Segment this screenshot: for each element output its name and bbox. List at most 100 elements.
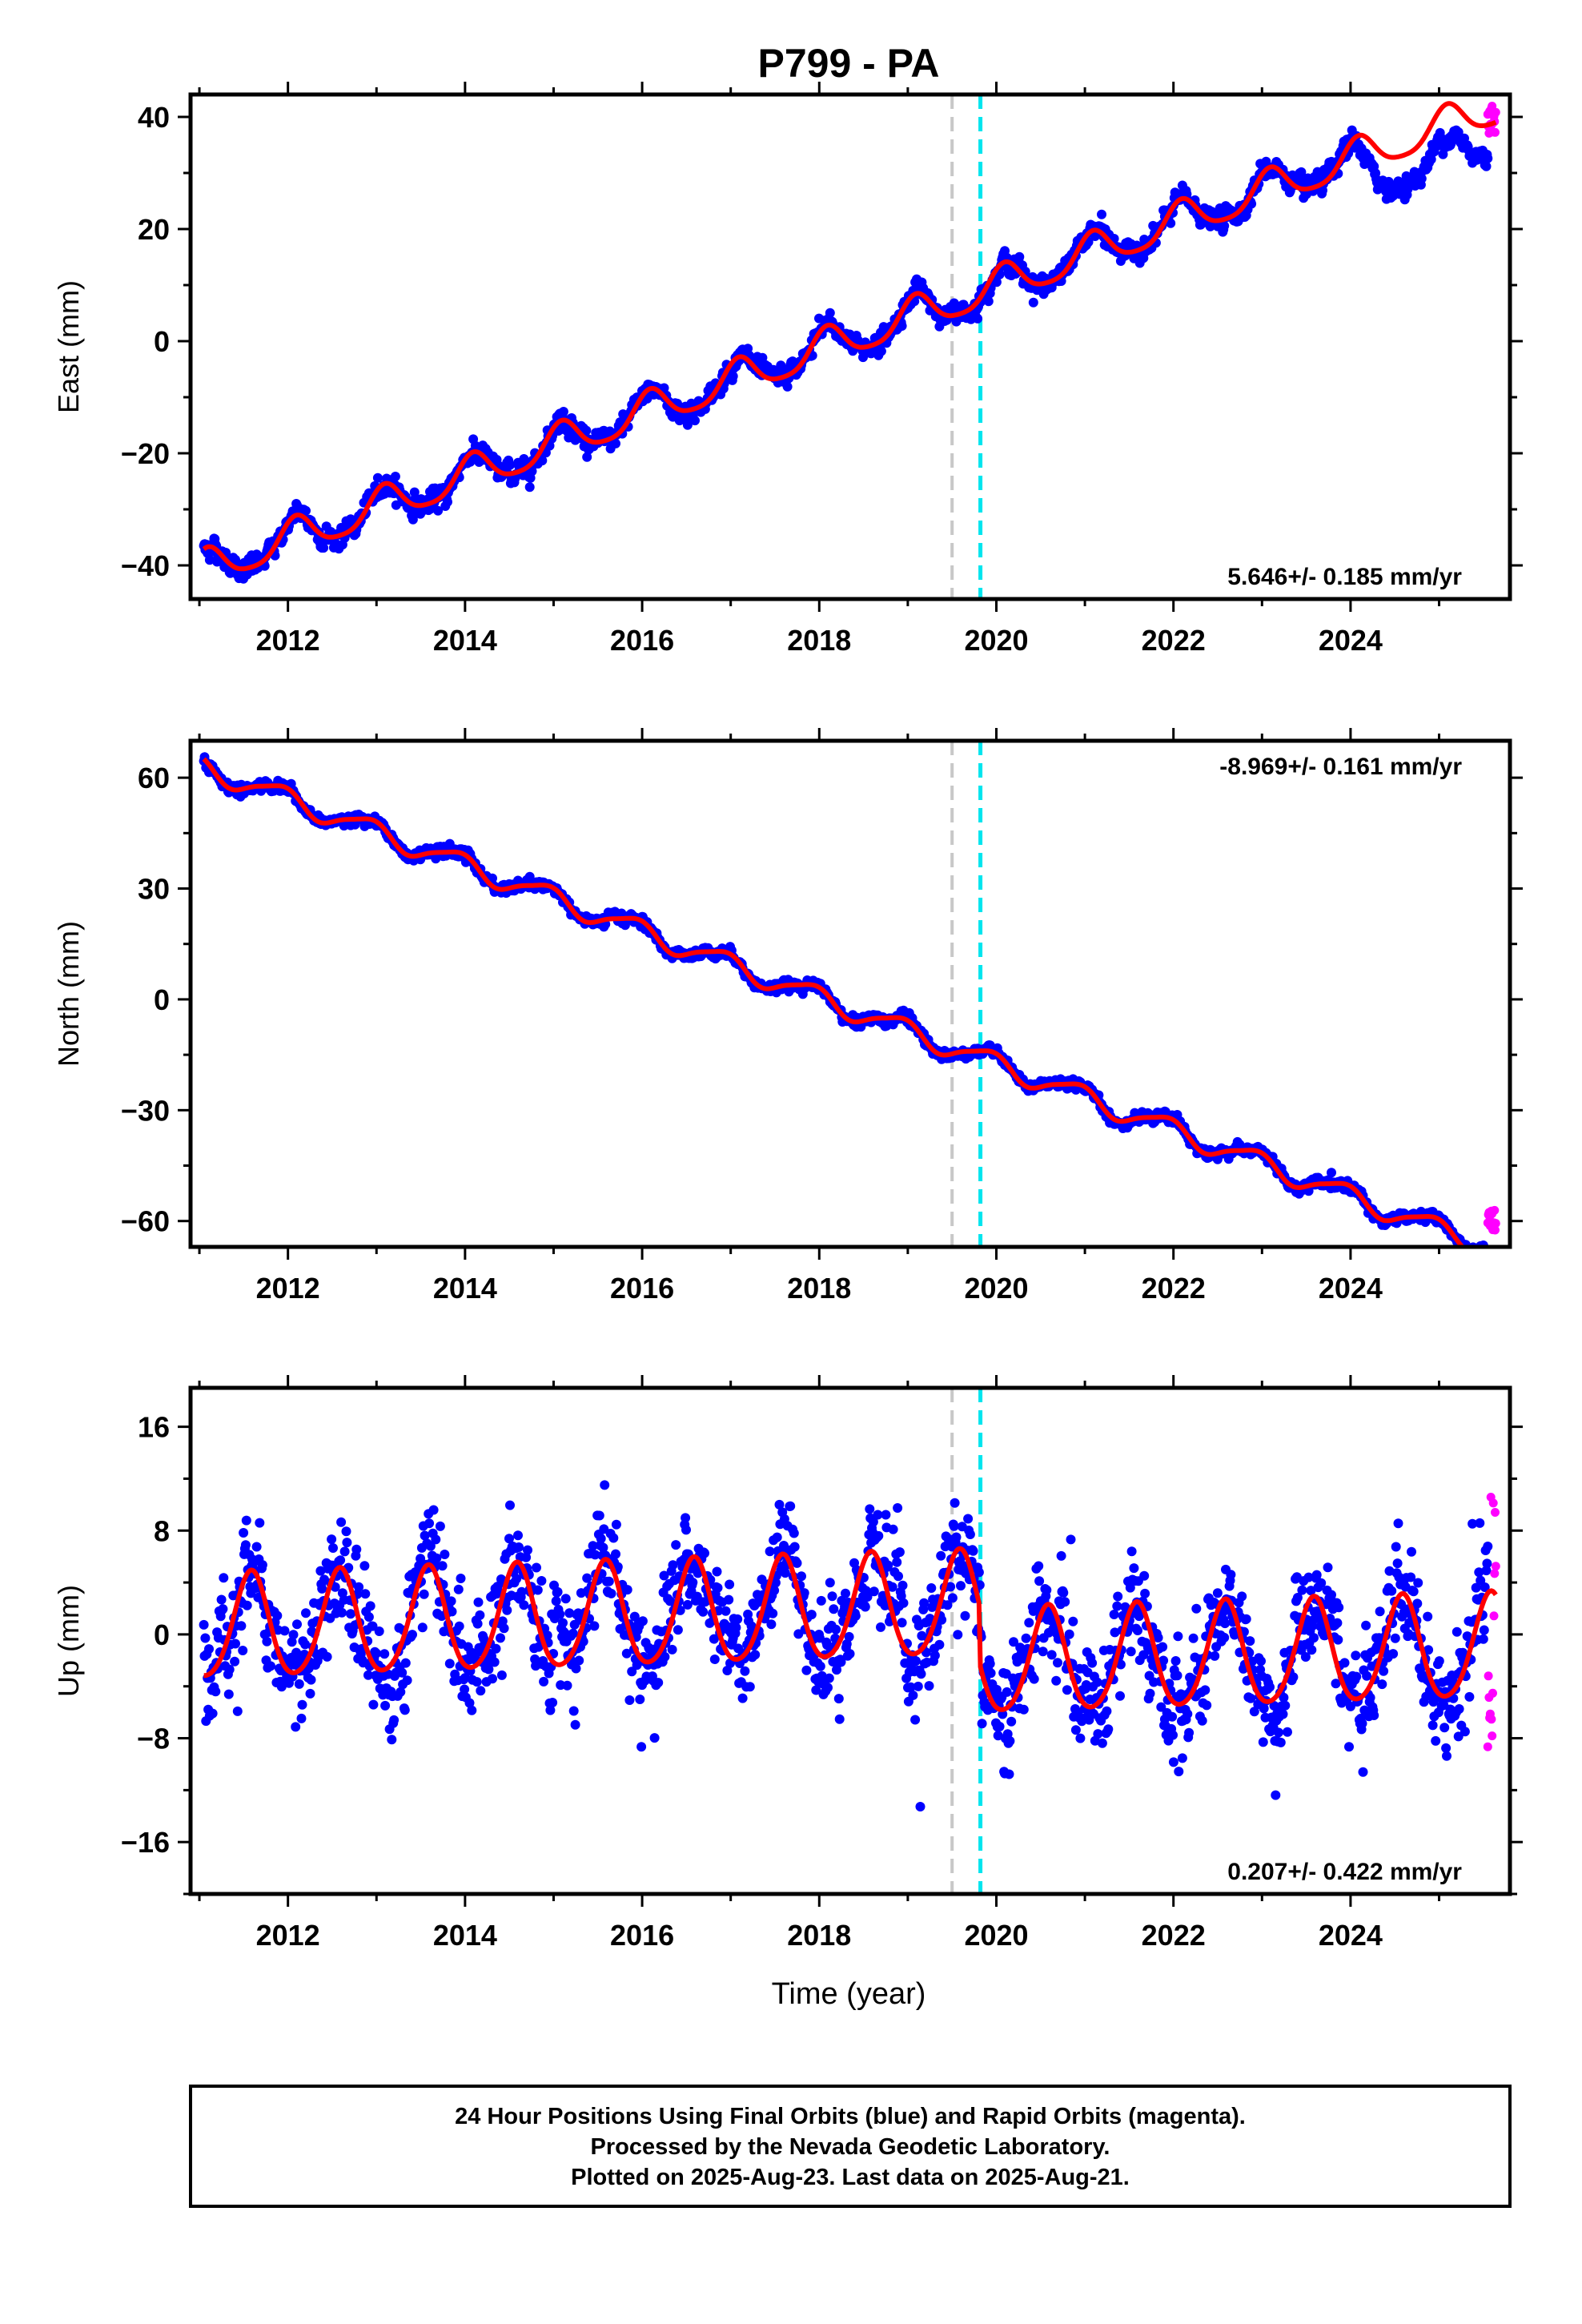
final-orbit-point (627, 1667, 637, 1677)
panel-3: 2012 2014 2016 2018 2020 2022 2024−16−80816Up … (52, 1375, 1523, 1952)
final-orbit-point (360, 1589, 371, 1599)
final-orbit-point (905, 1682, 916, 1692)
final-orbit-point (671, 1540, 681, 1550)
final-orbit-point (709, 1655, 720, 1664)
final-orbit-point (1469, 1248, 1479, 1257)
final-orbit-point (1053, 1658, 1062, 1668)
final-orbit-point (568, 1706, 579, 1716)
final-orbit-point (1034, 1576, 1045, 1586)
final-orbit-point (1021, 1633, 1031, 1643)
final-orbit-point (219, 1573, 229, 1583)
final-orbit-point (294, 1679, 304, 1689)
final-orbit-point (1060, 1597, 1070, 1607)
final-orbit-point (725, 1579, 735, 1590)
final-orbit-point (475, 1610, 485, 1620)
final-orbit-point (317, 1583, 327, 1594)
final-orbit-point (594, 1510, 604, 1521)
final-orbit-point (897, 1618, 907, 1628)
final-orbit-point (831, 1624, 841, 1634)
final-orbit-point (496, 1670, 507, 1680)
final-orbit-point (1046, 1650, 1057, 1660)
final-orbit-point (977, 1719, 987, 1729)
final-orbit-point (1126, 1546, 1137, 1557)
final-orbit-point (823, 1683, 833, 1693)
final-orbit-point (1064, 1629, 1074, 1639)
final-orbit-point (558, 407, 568, 416)
final-orbit-point (489, 1657, 500, 1667)
final-orbit-point (211, 1687, 221, 1697)
final-orbit-point (750, 1650, 761, 1660)
final-orbit-point (1103, 1724, 1114, 1735)
final-orbit-point (769, 1586, 780, 1595)
final-orbit-point (335, 1555, 346, 1566)
final-orbit-point (1092, 1677, 1102, 1687)
final-orbit-point (1140, 1588, 1150, 1598)
final-orbit-point (1024, 1618, 1034, 1628)
final-orbit-point (913, 1681, 923, 1691)
final-orbit-point (757, 352, 768, 363)
final-orbit-point (372, 472, 383, 483)
y-tick-label: 40 (138, 101, 170, 134)
final-orbit-point (551, 1596, 561, 1606)
final-orbit-point (1097, 1738, 1107, 1748)
final-orbit-point (834, 1714, 845, 1724)
final-orbit-point (681, 1513, 691, 1523)
final-orbit-point (374, 1626, 384, 1636)
y-tick-label: 20 (138, 213, 170, 246)
final-orbit-point (1158, 1655, 1169, 1666)
final-orbit-point (1058, 1587, 1069, 1598)
final-orbit-point (456, 1574, 466, 1583)
final-orbit-point (770, 1578, 781, 1588)
final-orbit-point (994, 1722, 1005, 1731)
final-orbit-point (1042, 1585, 1052, 1595)
final-orbit-point (199, 1619, 209, 1630)
final-orbit-point (824, 1673, 834, 1683)
final-orbit-point (949, 1521, 959, 1531)
x-tick-label: 2020 (964, 1272, 1028, 1305)
final-orbit-point (446, 1596, 456, 1606)
final-orbit-point (942, 1600, 953, 1610)
final-orbit-point (745, 1682, 755, 1692)
final-orbit-point (537, 456, 548, 466)
final-orbit-point (241, 1515, 251, 1526)
final-orbit-point (242, 1600, 252, 1610)
final-orbit-point (351, 1544, 362, 1554)
final-orbit-point (562, 1680, 572, 1691)
final-orbit-point (772, 1532, 782, 1542)
final-orbit-point (300, 1639, 311, 1650)
final-orbit-point (789, 1528, 799, 1538)
final-orbit-point (1168, 1757, 1178, 1767)
final-orbit-point (484, 1664, 494, 1675)
rapid-orbit-point (1491, 107, 1500, 117)
final-orbit-point (774, 1499, 785, 1510)
final-orbit-point (629, 1611, 640, 1622)
final-orbit-point (797, 1571, 806, 1582)
final-orbit-point (1066, 1534, 1076, 1545)
final-orbit-points (199, 1480, 1493, 1811)
final-orbit-point (408, 514, 418, 525)
final-orbit-point (287, 1637, 297, 1647)
final-orbit-point (536, 1576, 547, 1586)
rapid-orbit-point (1490, 1205, 1500, 1215)
final-orbit-point (1166, 218, 1176, 228)
final-orbit-point (737, 1693, 748, 1703)
final-orbit-point (1468, 1248, 1477, 1258)
rate-label: 5.646+/- 0.185 mm/yr (1227, 564, 1462, 590)
final-orbit-point (315, 1566, 326, 1576)
final-orbit-point (1029, 1674, 1039, 1684)
final-orbit-point (216, 1594, 227, 1605)
x-tick-label: 2016 (610, 1272, 674, 1305)
x-tick-label: 2018 (787, 1272, 851, 1305)
final-orbit-point (443, 497, 452, 507)
final-orbit-point (660, 1651, 670, 1662)
final-orbit-point (876, 1622, 885, 1632)
final-orbit-point (505, 460, 515, 470)
final-orbit-point (322, 1651, 332, 1662)
final-orbit-point (888, 1524, 898, 1534)
final-orbit-point (698, 1606, 709, 1617)
final-orbit-point (983, 296, 994, 307)
rate-label: -8.969+/- 0.161 mm/yr (1219, 754, 1462, 780)
final-orbit-point (1004, 1769, 1014, 1779)
final-orbit-point (844, 1631, 854, 1642)
final-orbit-point (682, 1599, 693, 1610)
